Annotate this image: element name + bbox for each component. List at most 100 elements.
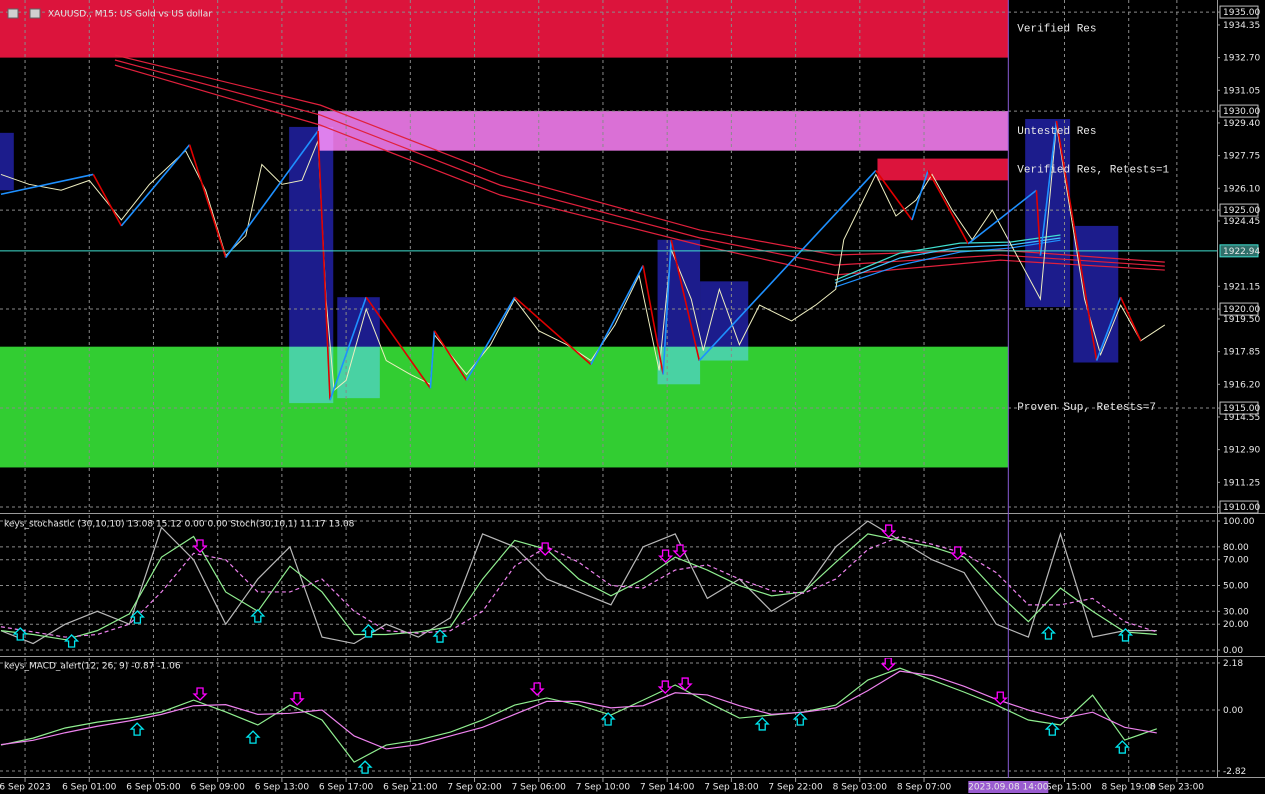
zigzag-segment: [698, 169, 877, 362]
sell-arrow: [537, 542, 553, 556]
zigzag-segment: [1039, 120, 1058, 256]
zigzag-segment: [317, 130, 331, 401]
zigzag-segment: [927, 170, 969, 245]
zigzag-segment: [911, 170, 929, 221]
buy-arrow: [361, 624, 377, 638]
indicator-line: [0, 667, 1157, 763]
y-tick-label: 1917.85: [1223, 348, 1260, 358]
y-tick-label: 1926.10: [1223, 184, 1260, 194]
x-tick-label: 6 Sep 05:00: [126, 783, 181, 793]
y-tick-label: 0.00: [1223, 706, 1243, 716]
zigzag-segment: [514, 296, 592, 366]
x-tick-label: 7 Sep 18:00: [704, 783, 759, 793]
zigzag-segment: [92, 174, 123, 227]
zigzag-segment: [0, 173, 94, 196]
buy-arrow: [792, 712, 808, 726]
zigzag-segment: [1035, 190, 1042, 256]
menu-icon[interactable]: [7, 8, 19, 19]
buy-arrow: [600, 712, 616, 726]
crosshair-label-box: [968, 781, 1049, 793]
zone-label: Untested Res: [1017, 126, 1096, 138]
macd-title: keys_MACD_alert(12, 26, 9) -0.87 -1.06: [4, 662, 181, 672]
current-price-label: 1922.94: [1223, 247, 1260, 257]
x-tick-label: 7 Sep 10:00: [576, 783, 631, 793]
sr-zone: [0, 346, 1009, 468]
sell-arrow: [289, 692, 305, 706]
buy-arrow: [129, 610, 145, 624]
sell-arrow: [657, 549, 674, 564]
y-tick-label: 1916.20: [1223, 380, 1260, 390]
zigzag-segment: [662, 239, 672, 375]
price-line: [0, 124, 1166, 392]
y-tick-label: 1934.35: [1223, 21, 1260, 31]
sr-zone: [0, 0, 1009, 58]
range-box: [337, 297, 380, 399]
zigzag-segment: [642, 265, 664, 375]
y-tick-label: 1925.00: [1223, 206, 1260, 216]
indicator-line: [0, 670, 1157, 750]
indicator-line: [0, 520, 1157, 645]
y-tick-label: 50.00: [1223, 582, 1249, 592]
y-tick-label: 1930.00: [1223, 107, 1260, 117]
buy-arrow: [432, 629, 448, 643]
sell-arrow: [881, 524, 897, 539]
crosshair-label: 2023.09.08 14:00: [968, 783, 1049, 793]
y-tick-label: 1931.05: [1223, 86, 1260, 96]
moving-average: [834, 239, 1061, 288]
zigzag-segment: [590, 265, 644, 365]
sell-arrow: [529, 682, 545, 696]
sell-arrow: [192, 687, 208, 701]
y-tick-label: 100.00: [1223, 517, 1255, 527]
zigzag-segment: [875, 169, 913, 221]
range-box: [289, 126, 334, 404]
sr-zone: [318, 111, 1009, 151]
sell-arrow: [677, 677, 693, 691]
x-tick-label: 6 Sep 21:00: [383, 783, 438, 793]
indicator-line: [0, 533, 1157, 641]
buy-arrow: [250, 609, 266, 623]
macd-pane: [0, 658, 1217, 777]
moving-average: [114, 54, 1165, 263]
buy-arrow: [357, 760, 373, 774]
current-price-box: [1219, 244, 1259, 258]
range-box: [1025, 118, 1071, 308]
zigzag-segment: [433, 330, 468, 381]
buy-arrow: [1114, 740, 1130, 754]
y-tick-label: 1921.15: [1223, 282, 1260, 292]
zone-label: Verified Res, Retests=1: [1017, 164, 1169, 176]
buy-arrow: [129, 722, 145, 736]
buy-arrow: [245, 730, 261, 744]
window-icon[interactable]: [29, 8, 41, 19]
y-tick-label: 2.18: [1223, 659, 1243, 669]
y-tick-label: 1919.50: [1223, 315, 1260, 325]
y-tick-label: 1927.75: [1223, 152, 1260, 162]
y-tick-label: 1920.00: [1223, 305, 1260, 315]
y-tick-label: 1911.25: [1223, 478, 1260, 488]
buy-arrow: [1040, 626, 1057, 640]
zigzag-segment: [1119, 296, 1142, 342]
x-tick-label: 8 Sep 03:00: [833, 783, 888, 793]
x-tick-label: 7 Sep 02:00: [447, 783, 502, 793]
moving-average: [834, 237, 1061, 284]
buy-arrow: [12, 627, 28, 641]
y-tick-label: 1924.45: [1223, 217, 1260, 227]
sr-zone: [877, 158, 1009, 181]
x-tick-label: 8 Sep 07:00: [897, 783, 952, 793]
sell-arrow: [657, 680, 673, 694]
x-tick-label: 6 Sep 01:00: [62, 783, 117, 793]
zigzag-segment: [670, 239, 701, 361]
buy-arrow: [64, 634, 80, 648]
sell-arrow: [192, 539, 208, 553]
zigzag-segment: [1095, 296, 1122, 361]
zigzag-segment: [329, 296, 367, 401]
y-tick-label: 70.00: [1223, 556, 1249, 566]
zigzag-segment: [365, 296, 432, 389]
x-tick-label: 8 Sep 19:00: [1102, 783, 1157, 793]
chart-title: XAUUSD., M15: US Gold vs US dollar: [48, 10, 212, 20]
buy-arrow: [754, 717, 770, 731]
moving-average: [834, 234, 1061, 281]
x-tick-label: 6 Sep 17:00: [319, 783, 374, 793]
x-tick-label: 7 Sep 06:00: [512, 783, 567, 793]
y-tick-label: 80.00: [1223, 543, 1249, 553]
